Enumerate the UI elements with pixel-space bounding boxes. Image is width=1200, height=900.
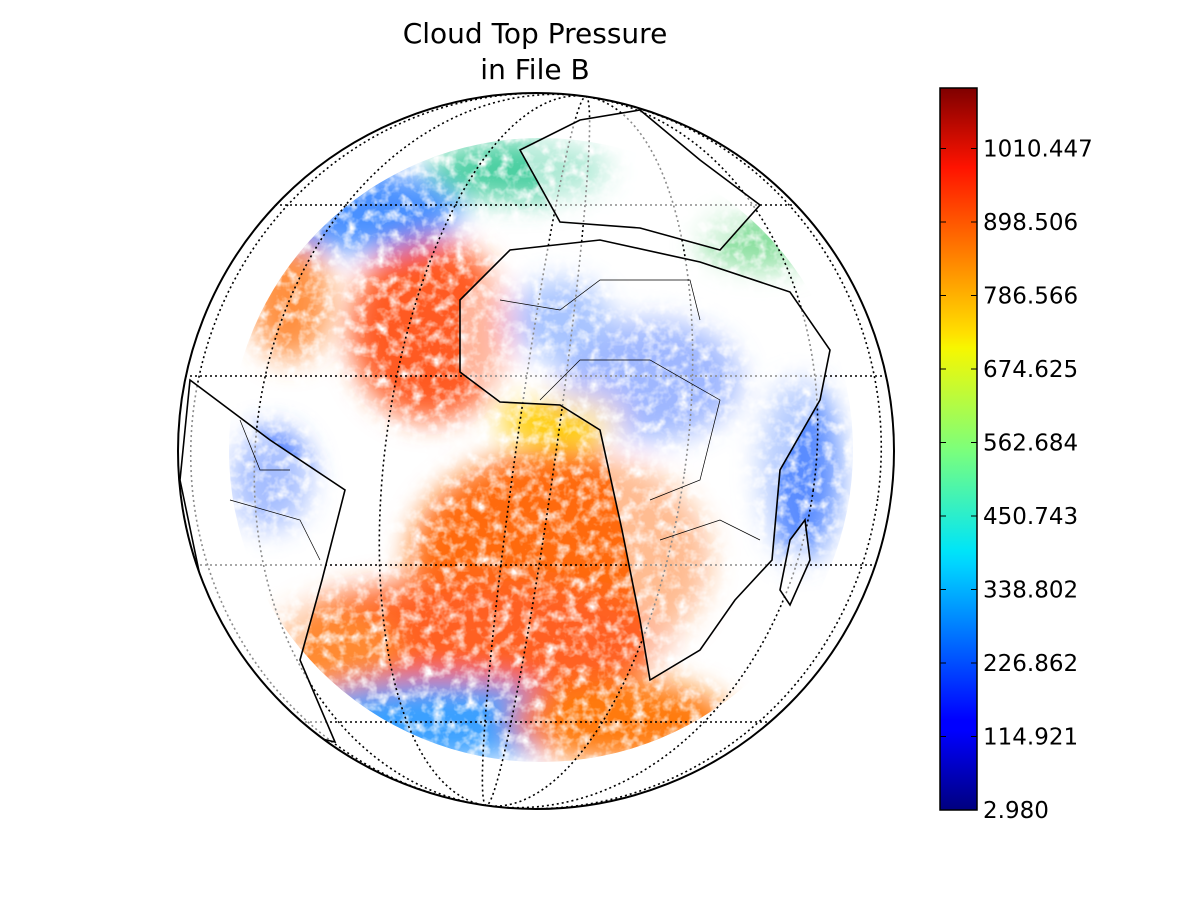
colorbar-tick-label: 562.684 (983, 431, 1078, 457)
colorbar-ramp (939, 87, 978, 811)
colorbar-tick-label: 898.506 (983, 210, 1078, 236)
colorbar-tick-label: 338.802 (983, 578, 1078, 604)
colorbar-tick-label: 786.566 (983, 284, 1078, 310)
coastlines (179, 109, 831, 744)
title-line: in File B (480, 53, 589, 86)
globe (177, 92, 895, 810)
colorbar-tick-label: 2.980 (983, 798, 1049, 824)
colorbar-tick-label: 226.862 (983, 651, 1078, 677)
title-line: Cloud Top Pressure (403, 17, 668, 50)
colorbar-tick-label: 674.625 (983, 357, 1078, 383)
colorbar-tick-label: 114.921 (983, 725, 1078, 751)
colorbar-tick-label: 1010.447 (983, 137, 1093, 163)
colorbar (939, 87, 978, 811)
globe-outline (177, 92, 895, 810)
colorbar-tick-label: 450.743 (983, 504, 1078, 530)
